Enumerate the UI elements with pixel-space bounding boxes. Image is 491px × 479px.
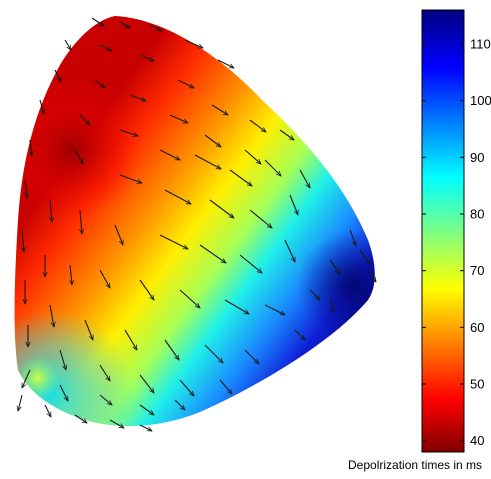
propagation-arrow bbox=[50, 199, 52, 222]
colorbar-tick-label: 90 bbox=[470, 150, 484, 165]
colorbar-tick-label: 100 bbox=[470, 93, 491, 108]
propagation-arrow bbox=[25, 179, 27, 198]
propagation-arrow bbox=[211, 104, 228, 115]
propagation-arrow bbox=[99, 269, 111, 288]
propagation-arrow bbox=[199, 244, 226, 263]
propagation-arrow bbox=[349, 229, 356, 246]
propagation-arrow bbox=[359, 249, 370, 264]
propagation-arrow bbox=[264, 304, 285, 316]
propagation-arrow bbox=[70, 264, 72, 285]
propagation-arrow bbox=[239, 254, 262, 273]
propagation-arrow bbox=[149, 24, 162, 32]
colorbar-tick-label: 110 bbox=[470, 37, 491, 52]
propagation-arrow bbox=[204, 344, 223, 363]
propagation-arrow bbox=[177, 79, 194, 89]
propagation-arrow bbox=[217, 59, 234, 69]
colorbar-tick-label: 70 bbox=[470, 263, 484, 278]
propagation-arrow bbox=[99, 364, 110, 381]
propagation-arrow bbox=[309, 289, 320, 300]
propagation-arrow bbox=[129, 94, 146, 101]
colorbar-tick-label: 50 bbox=[470, 377, 484, 392]
propagation-arrow bbox=[109, 419, 124, 429]
propagation-arrow bbox=[169, 114, 188, 124]
propagation-arrow bbox=[179, 379, 194, 396]
propagation-arrow bbox=[194, 154, 221, 170]
colorbar-tick-label: 60 bbox=[470, 320, 484, 335]
propagation-arrow bbox=[279, 129, 294, 140]
propagation-arrow bbox=[114, 224, 123, 245]
propagation-arrow bbox=[139, 279, 154, 300]
propagation-arrow bbox=[159, 234, 188, 250]
propagation-arrow bbox=[164, 339, 179, 360]
propagation-arrow bbox=[139, 374, 154, 393]
colorbar-label: Depolrization times in ms bbox=[348, 458, 482, 472]
colorbar-gradient bbox=[421, 9, 465, 453]
propagation-arrow bbox=[224, 299, 249, 314]
propagation-arrow bbox=[84, 319, 93, 340]
propagation-arrow bbox=[74, 414, 87, 423]
propagation-arrow bbox=[99, 394, 112, 405]
propagation-arrow bbox=[244, 149, 261, 164]
propagation-arrow bbox=[44, 404, 52, 417]
propagation-arrow bbox=[94, 79, 105, 88]
propagation-arrow bbox=[164, 189, 191, 205]
propagation-arrow bbox=[119, 174, 142, 183]
activation-surface bbox=[14, 16, 375, 427]
colorbar-tick-label: 80 bbox=[470, 207, 484, 222]
colorbar-tick-label: 40 bbox=[470, 433, 484, 448]
propagation-arrow bbox=[229, 169, 252, 186]
propagation-arrow bbox=[54, 69, 62, 82]
propagation-arrow bbox=[74, 149, 84, 164]
propagation-arrow bbox=[244, 349, 259, 364]
propagation-arrow bbox=[249, 119, 266, 132]
propagation-arrow bbox=[204, 134, 221, 147]
propagation-arrow bbox=[367, 269, 376, 282]
propagation-arrow bbox=[49, 304, 54, 327]
propagation-arrow bbox=[119, 21, 130, 28]
propagation-arrow bbox=[139, 404, 154, 415]
propagation-arrow bbox=[209, 199, 234, 218]
colorbar: 40 50 60 70 80 90 100 110 Depolrization times i… bbox=[348, 9, 491, 472]
propagation-arrow bbox=[119, 129, 138, 136]
propagation-arrows bbox=[18, 17, 376, 432]
propagation-arrow bbox=[39, 99, 44, 114]
propagation-arrow bbox=[99, 44, 112, 52]
propagation-arrow bbox=[59, 384, 69, 401]
propagation-arrow bbox=[329, 259, 340, 274]
propagation-arrow bbox=[80, 209, 82, 234]
propagation-arrow bbox=[64, 39, 71, 50]
propagation-arrow bbox=[22, 229, 24, 252]
propagation-arrow bbox=[264, 159, 281, 176]
propagation-arrow bbox=[294, 329, 305, 340]
propagation-arrow bbox=[284, 239, 296, 262]
propagation-arrow bbox=[139, 424, 152, 432]
propagation-arrow bbox=[219, 379, 232, 394]
propagation-arrow bbox=[21, 369, 31, 388]
propagation-arrow bbox=[329, 299, 334, 312]
propagation-arrow bbox=[159, 149, 180, 161]
propagation-arrow bbox=[79, 114, 90, 125]
propagation-arrow bbox=[30, 139, 32, 156]
propagation-arrow bbox=[59, 349, 66, 370]
propagation-arrow bbox=[18, 394, 23, 411]
propagation-arrow bbox=[179, 289, 200, 308]
propagation-arrow bbox=[91, 17, 104, 26]
propagation-arrow bbox=[139, 54, 154, 62]
propagation-arrow bbox=[299, 169, 311, 188]
propagation-arrow bbox=[289, 194, 298, 215]
propagation-arrow bbox=[174, 399, 185, 410]
propagation-arrow bbox=[249, 209, 272, 228]
propagation-arrow bbox=[124, 329, 137, 350]
colorbar-ticks: 40 50 60 70 80 90 100 110 bbox=[422, 37, 491, 448]
propagation-arrow bbox=[184, 39, 203, 49]
